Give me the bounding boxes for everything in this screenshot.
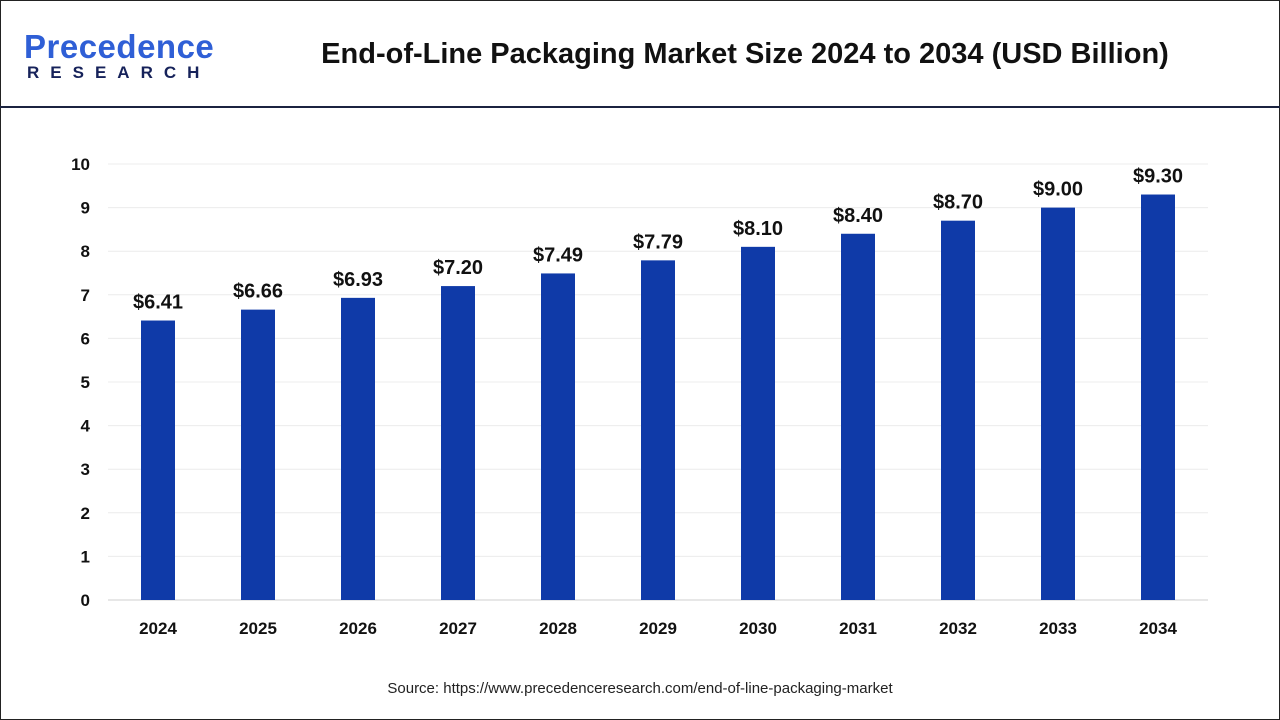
data-label-2032: $8.70 [933, 192, 983, 214]
y-tick-label: 1 [81, 547, 90, 566]
bar-2030 [741, 246, 775, 600]
data-label-2030: $8.10 [733, 218, 783, 240]
y-tick-label: 4 [81, 417, 91, 436]
data-label-2026: $6.93 [333, 269, 383, 291]
y-tick-label: 0 [81, 591, 90, 610]
bar-2032 [941, 220, 975, 600]
bar-2026 [341, 297, 375, 600]
x-tick-label-2030: 2030 [739, 619, 777, 638]
chart-title: End-of-Line Packaging Market Size 2024 t… [321, 38, 1169, 70]
bar-2034 [1141, 194, 1175, 600]
data-label-2033: $9.00 [1033, 179, 1083, 201]
bar-2024 [141, 320, 175, 600]
data-label-2034: $9.30 [1133, 166, 1183, 188]
logo-subtext: RESEARCH [27, 63, 211, 82]
x-tick-label-2028: 2028 [539, 619, 577, 638]
y-tick-label: 7 [81, 286, 90, 305]
bar-2027 [441, 286, 475, 600]
data-label-2028: $7.49 [533, 244, 583, 266]
logo: Precedence RESEARCH [24, 30, 214, 82]
data-label-2031: $8.40 [833, 205, 883, 227]
bar-2028 [541, 273, 575, 600]
x-tick-label-2027: 2027 [439, 619, 477, 638]
x-tick-label-2034: 2034 [1139, 619, 1177, 638]
bar-2031 [841, 233, 875, 600]
bar-2025 [241, 309, 275, 600]
y-tick-label: 10 [71, 155, 90, 174]
y-tick-label: 9 [81, 199, 90, 218]
x-tick-label-2026: 2026 [339, 619, 377, 638]
x-tick-label-2025: 2025 [239, 619, 277, 638]
data-label-2025: $6.66 [233, 281, 283, 303]
data-label-2029: $7.79 [633, 231, 683, 253]
y-tick-label: 6 [81, 329, 90, 348]
header-divider [0, 106, 1280, 108]
data-label-2027: $7.20 [433, 257, 483, 279]
x-tick-label-2024: 2024 [139, 619, 177, 638]
y-tick-label: 8 [81, 242, 90, 261]
x-tick-label-2029: 2029 [639, 619, 677, 638]
x-tick-label-2033: 2033 [1039, 619, 1077, 638]
bar-2033 [1041, 207, 1075, 600]
bar-2029 [641, 260, 675, 600]
x-tick-label-2031: 2031 [839, 619, 877, 638]
logo-text: Precedence [24, 28, 215, 65]
source-note: Source: https://www.precedenceresearch.c… [387, 680, 893, 697]
data-label-2024: $6.41 [133, 292, 183, 314]
y-tick-label: 3 [81, 460, 90, 479]
y-tick-label: 2 [81, 504, 90, 523]
y-tick-label: 5 [81, 373, 90, 392]
x-tick-label-2032: 2032 [939, 619, 977, 638]
